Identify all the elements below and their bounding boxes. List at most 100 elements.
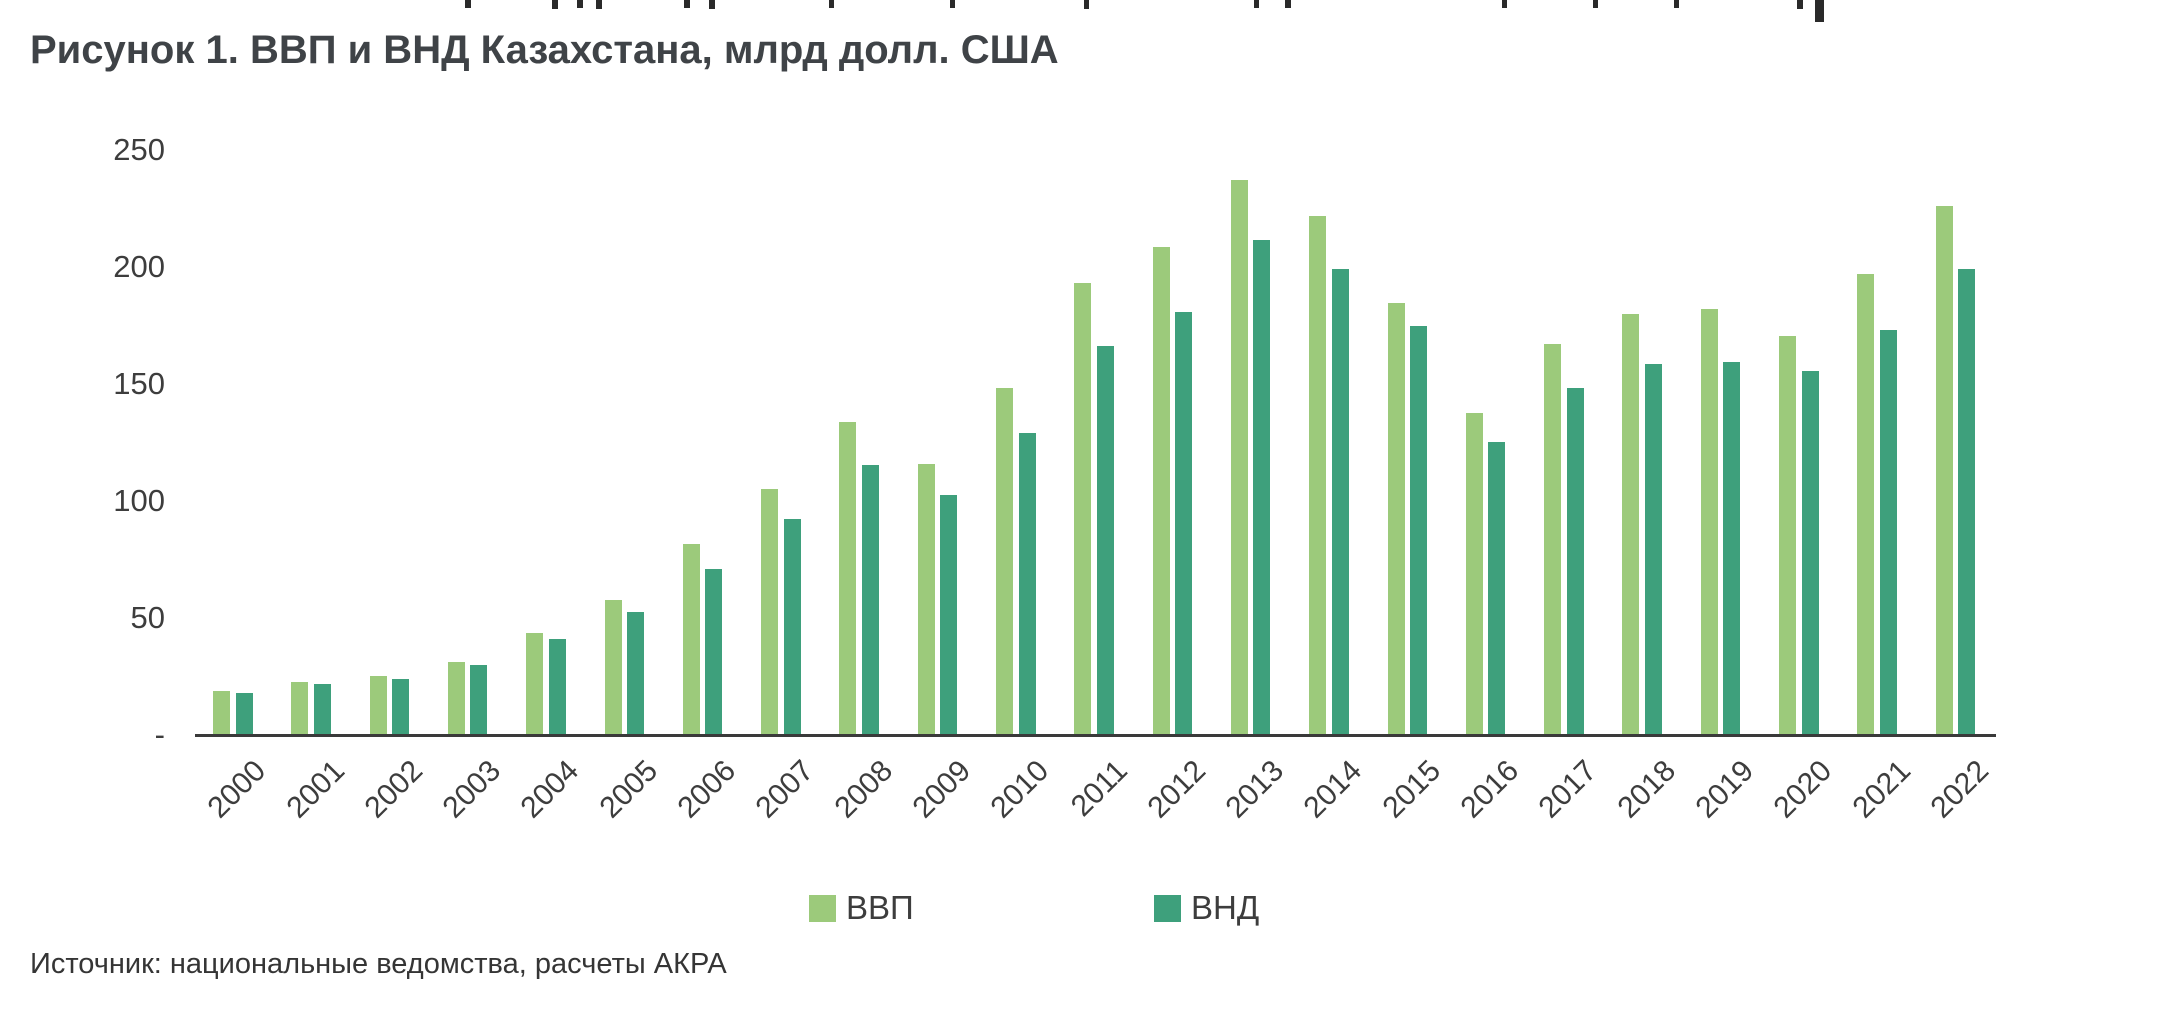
bar-ВНД-2002 (392, 679, 410, 734)
y-tick-label-200: 200 (113, 249, 165, 284)
legend-item-ВВП: ВВП (809, 889, 914, 927)
y-tick-label-150: 150 (113, 366, 165, 401)
bar-ВНД-2012 (1175, 312, 1193, 734)
x-tick-label-2001: 2001 (280, 754, 351, 825)
bar-ВНД-2020 (1801, 371, 1819, 734)
bar-ВВП-2001 (291, 682, 309, 734)
bar-ВНД-2022 (1958, 269, 1976, 734)
y-tick-label-100: 100 (113, 483, 165, 518)
bar-ВВП-2007 (761, 489, 779, 734)
bar-ВНД-2013 (1253, 240, 1271, 734)
cutoff-glyph-mark (1502, 0, 1507, 8)
x-tick-label-2005: 2005 (593, 754, 664, 825)
bar-ВВП-2006 (682, 544, 700, 734)
cutoff-glyph-mark (1285, 0, 1291, 8)
cutoff-glyph-mark (552, 0, 558, 9)
cutoff-glyph-mark (684, 0, 690, 8)
bar-ВНД-2014 (1331, 269, 1349, 734)
cutoff-glyph-mark (1815, 0, 1824, 22)
bar-ВНД-2006 (705, 569, 723, 734)
bar-ВВП-2003 (447, 662, 465, 734)
cutoff-glyph-mark (577, 0, 583, 8)
bar-ВВП-2022 (1935, 206, 1953, 734)
bar-ВВП-2009 (917, 464, 935, 734)
cutoff-glyph-mark (465, 0, 471, 8)
x-tick-label-2008: 2008 (828, 754, 899, 825)
y-tick-label-250: 250 (113, 132, 165, 167)
x-tick-label-2009: 2009 (906, 754, 978, 825)
x-axis-line (195, 734, 1996, 737)
x-tick-label-2018: 2018 (1611, 754, 1682, 825)
y-tick-label-0: - (154, 717, 165, 752)
x-tick-label-2006: 2006 (671, 754, 743, 825)
bar-ВВП-2010 (996, 388, 1013, 734)
bar-ВВП-2011 (1074, 283, 1092, 734)
x-tick-label-2003: 2003 (436, 754, 508, 825)
bar-ВВП-2012 (1152, 247, 1170, 734)
bar-ВВП-2005 (604, 600, 622, 734)
x-tick-label-2021: 2021 (1846, 754, 1917, 825)
bar-ВНД-2000 (235, 693, 253, 734)
bar-ВНД-2009 (940, 495, 958, 734)
cutoff-glyph-mark (829, 0, 834, 8)
cutoff-glyph-mark (1084, 0, 1089, 9)
legend-label-ВНД: ВНД (1191, 889, 1260, 926)
bar-ВВП-2000 (213, 691, 230, 734)
bar-ВВП-2014 (1309, 216, 1327, 734)
bar-ВНД-2005 (627, 612, 644, 734)
x-tick-label-2002: 2002 (358, 754, 429, 825)
y-tick-label-50: 50 (130, 600, 165, 635)
bar-ВВП-2013 (1230, 180, 1248, 734)
cutoff-glyph-mark (1674, 0, 1679, 8)
bar-ВНД-2015 (1410, 326, 1427, 734)
x-tick-label-2019: 2019 (1689, 754, 1761, 825)
x-tick-label-2007: 2007 (749, 754, 821, 825)
bar-ВНД-2008 (861, 465, 879, 734)
bar-ВНД-2003 (470, 665, 488, 734)
bar-ВНД-2001 (313, 684, 331, 734)
x-tick-label-2016: 2016 (1454, 754, 1526, 825)
x-tick-label-2000: 2000 (201, 754, 273, 825)
bar-ВНД-2007 (783, 519, 801, 734)
bar-ВВП-2021 (1857, 274, 1875, 734)
cutoff-glyph-mark (709, 0, 715, 9)
cutoff-glyph-mark (1254, 0, 1259, 8)
bar-ВВП-2016 (1465, 413, 1483, 734)
bar-ВВП-2019 (1700, 309, 1718, 734)
cutoff-glyph-mark (596, 0, 602, 9)
bar-ВНД-2010 (1018, 433, 1036, 734)
bar-ВВП-2002 (369, 676, 387, 734)
bar-ВНД-2004 (548, 639, 566, 734)
bar-ВВП-2008 (839, 422, 857, 734)
x-tick-label-2014: 2014 (1298, 754, 1369, 825)
x-tick-label-2004: 2004 (515, 754, 586, 825)
bar-ВВП-2017 (1544, 344, 1562, 734)
bar-ВВП-2004 (526, 633, 544, 734)
legend-item-ВНД: ВНД (1154, 889, 1259, 927)
x-tick-label-2010: 2010 (984, 754, 1056, 825)
x-tick-label-2012: 2012 (1141, 754, 1212, 825)
bar-ВВП-2018 (1622, 314, 1640, 734)
bar-ВНД-2018 (1644, 364, 1662, 734)
cutoff-glyph-mark (950, 0, 955, 8)
x-tick-label-2020: 2020 (1767, 754, 1839, 825)
legend-swatch-ВВП (809, 894, 836, 922)
bar-ВВП-2015 (1387, 303, 1405, 734)
bar-ВНД-2021 (1879, 330, 1897, 734)
legend-swatch-ВНД (1154, 894, 1181, 922)
bar-ВНД-2019 (1723, 362, 1741, 734)
x-tick-label-2011: 2011 (1064, 754, 1134, 823)
source-caption: Источник: национальные ведомства, расчет… (30, 948, 727, 980)
x-tick-label-2017: 2017 (1532, 754, 1604, 825)
bar-ВНД-2011 (1096, 346, 1114, 734)
bar-ВВП-2020 (1779, 336, 1796, 734)
x-tick-label-2015: 2015 (1376, 754, 1447, 825)
x-tick-label-2013: 2013 (1219, 754, 1291, 825)
bar-ВНД-2016 (1488, 442, 1506, 734)
cutoff-glyph-mark (1593, 0, 1598, 8)
legend-label-ВВП: ВВП (846, 889, 914, 926)
chart-title: Рисунок 1. ВВП и ВНД Казахстана, млрд до… (30, 28, 1059, 72)
bar-ВНД-2017 (1566, 388, 1584, 734)
x-tick-label-2022: 2022 (1924, 754, 1995, 825)
